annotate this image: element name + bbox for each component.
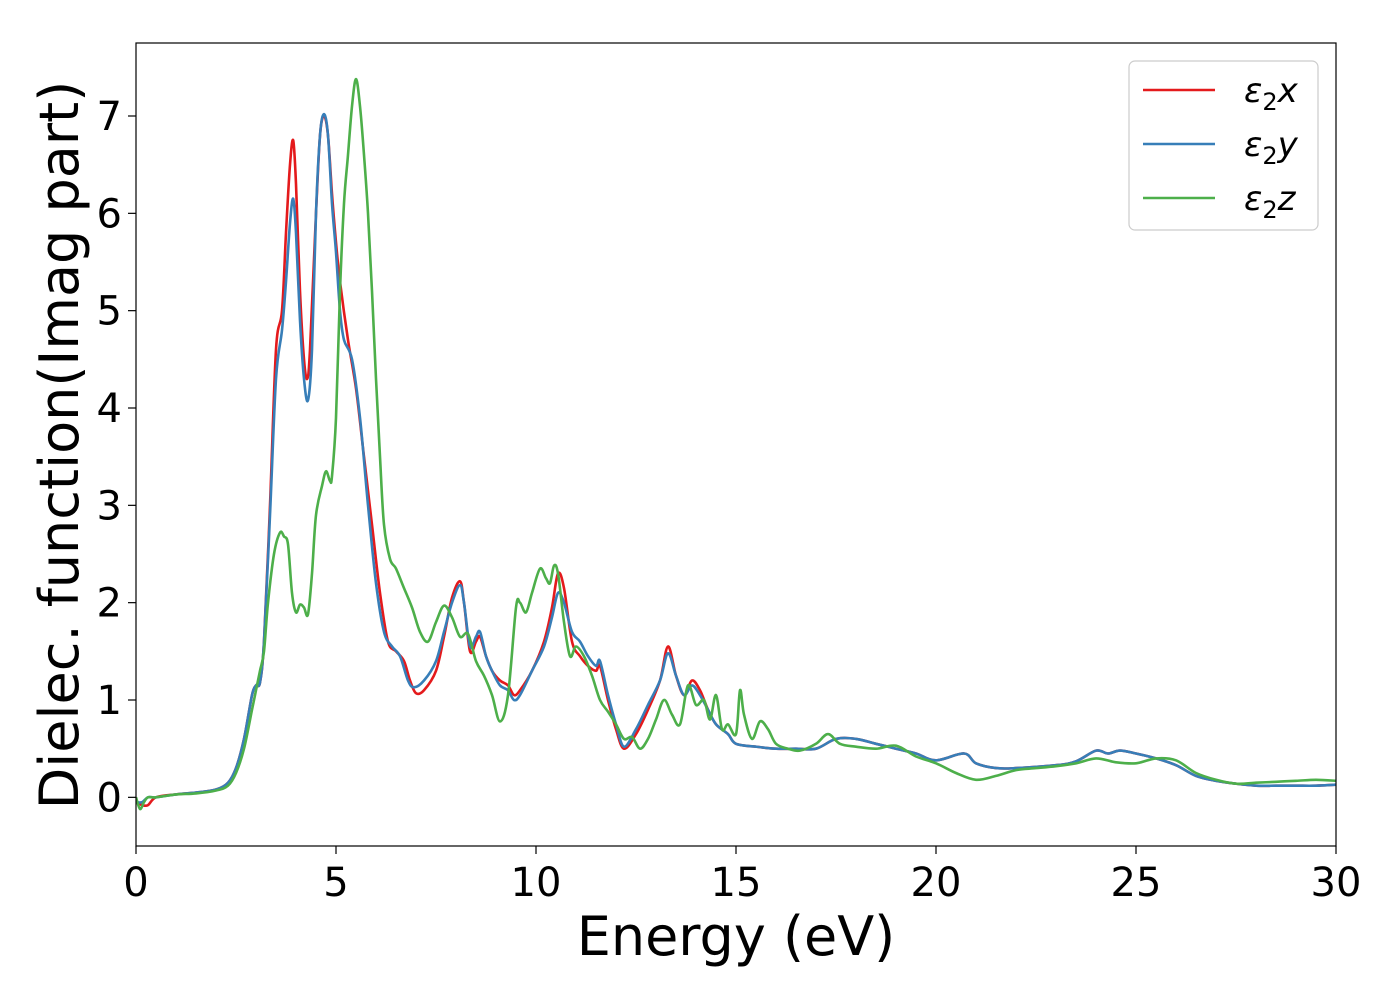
- y-tick-label: 3: [97, 483, 122, 529]
- y-tick-label: 7: [97, 94, 122, 140]
- x-tick-label: 0: [123, 860, 148, 906]
- plot-lines: [136, 77, 1336, 811]
- legend: ε2x ε2y ε2z: [1128, 60, 1319, 231]
- legend-label-x: ε2x: [1244, 71, 1299, 116]
- series-line-y: [136, 112, 1336, 804]
- x-tick-label: 25: [1111, 860, 1162, 906]
- y-tick-label: 6: [97, 191, 122, 237]
- x-tick-label: 5: [323, 860, 348, 906]
- y-axis-ticks: 0 1 2 3 4 5 6 7: [97, 94, 136, 821]
- y-tick-label: 4: [97, 386, 122, 432]
- y-tick-label: 0: [97, 775, 122, 821]
- legend-items: ε2x ε2y ε2z: [1143, 71, 1299, 224]
- legend-box: [1128, 60, 1319, 231]
- x-axis-title: Energy (eV): [577, 905, 896, 968]
- y-tick-label: 5: [97, 289, 122, 335]
- legend-label-z: ε2z: [1244, 179, 1297, 224]
- y-tick-label: 2: [97, 581, 122, 627]
- legend-label-y: ε2y: [1244, 125, 1299, 170]
- x-tick-label: 10: [511, 860, 562, 906]
- series-line-z: [136, 77, 1336, 811]
- x-axis-ticks: 0 5 10 15 20 25 30: [123, 846, 1361, 906]
- y-tick-label: 1: [97, 678, 122, 724]
- x-tick-label: 15: [711, 860, 762, 906]
- x-tick-label: 20: [911, 860, 962, 906]
- y-axis-title: Dielec. function(Imag part): [28, 81, 91, 810]
- x-tick-label: 30: [1311, 860, 1362, 906]
